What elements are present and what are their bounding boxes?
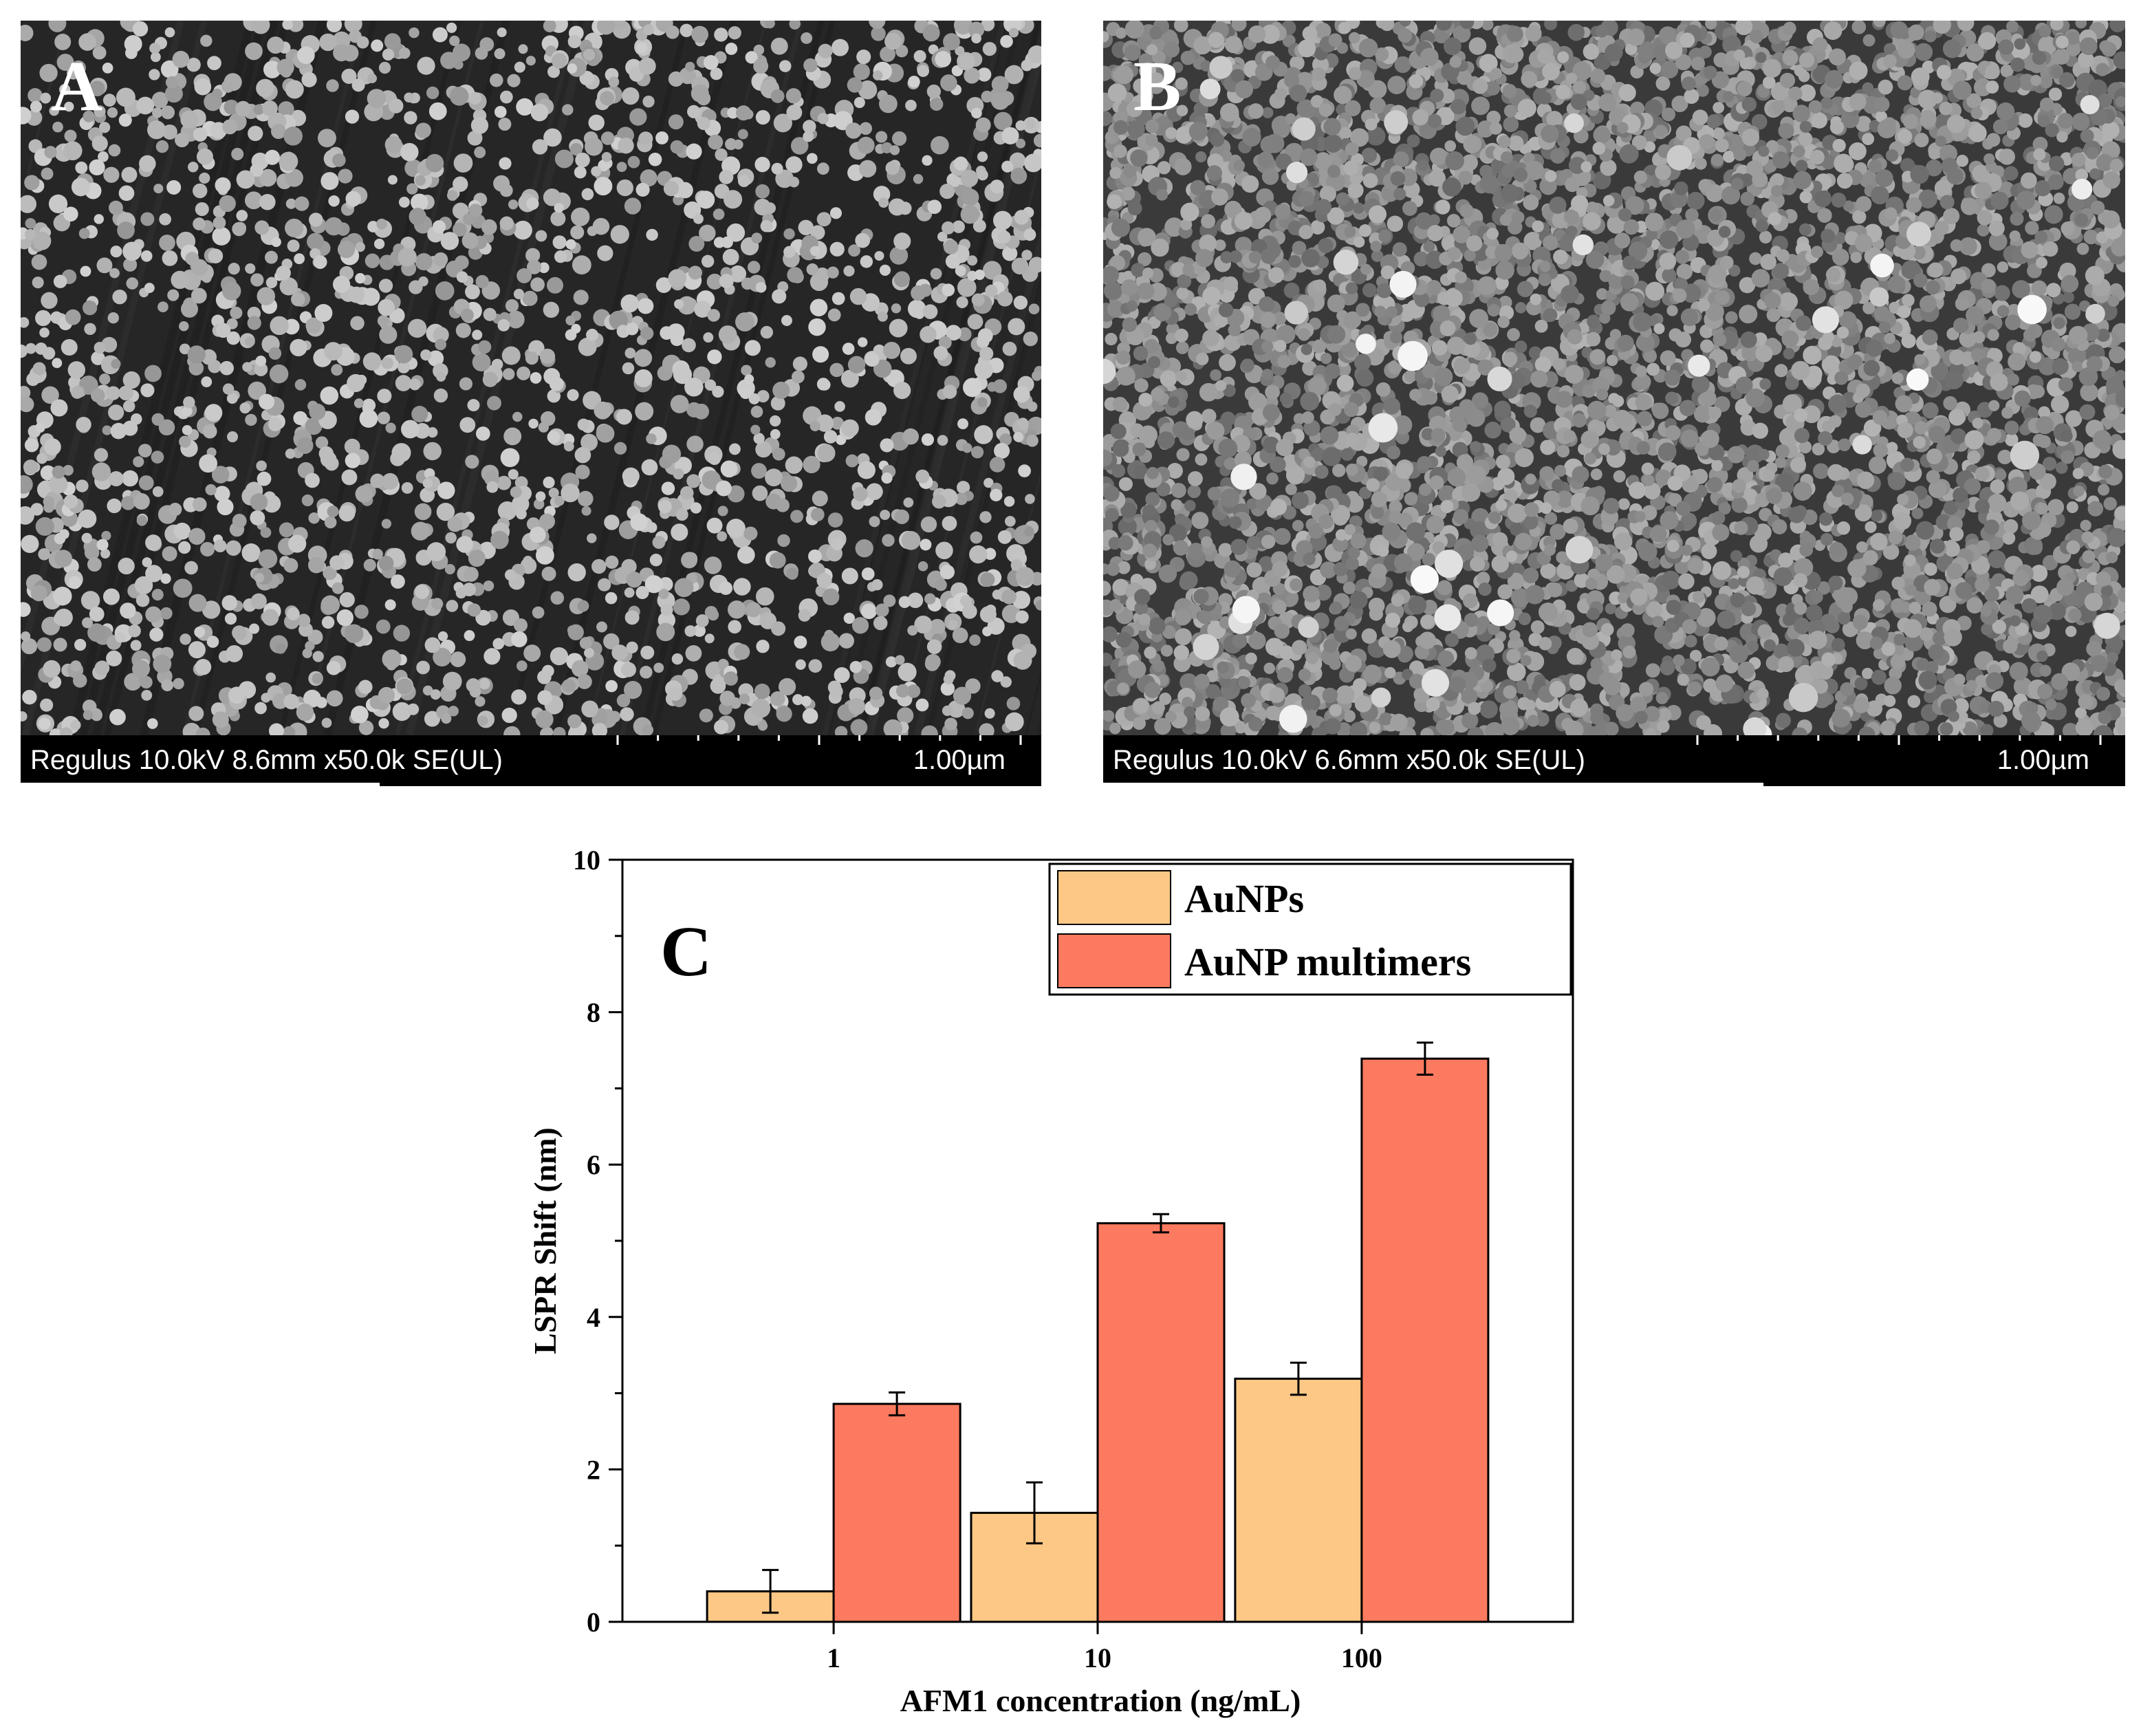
sem-panel-a: A Regulus 10.0kV 8.6mm x50.0k SE(UL) 1.0… — [21, 21, 1041, 786]
legend: AuNPs AuNP multimers — [1048, 862, 1572, 996]
bars-layer — [706, 1057, 1490, 1623]
sem-panel-b: B Regulus 10.0kV 6.6mm x50.0k SE(UL) 1.0… — [1103, 21, 2125, 786]
scale-label-a: 1.00µm — [913, 745, 1006, 775]
y-axis-title: LSPR Shift (nm) — [528, 1127, 563, 1354]
y-tick-label-10: 10 — [573, 845, 600, 876]
error-bar-aunp-multimers-10 — [1153, 1213, 1169, 1234]
x-axis-title: AFM1 concentration (ng/mL) — [900, 1683, 1301, 1718]
error-bar-aunps-1 — [762, 1569, 779, 1614]
legend-swatch-aunps — [1057, 870, 1171, 925]
sem-metadata-b: Regulus 10.0kV 6.6mm x50.0k SE(UL) — [1113, 745, 1585, 775]
legend-swatch-aunp-multimers — [1057, 933, 1171, 988]
x-tick-label-10: 10 — [1084, 1642, 1111, 1673]
y-tick-label-6: 6 — [587, 1149, 600, 1180]
sem-info-bar-b: Regulus 10.0kV 6.6mm x50.0k SE(UL) 1.00µ… — [1103, 735, 2125, 786]
bar-aunps-100 — [1234, 1378, 1363, 1623]
sem-info-bar-a: Regulus 10.0kV 8.6mm x50.0k SE(UL) 1.00µ… — [21, 735, 1041, 786]
scale-label-b: 1.00µm — [1997, 745, 2089, 775]
error-bar-aunp-multimers-100 — [1416, 1041, 1433, 1076]
error-bar-aunps-100 — [1290, 1361, 1307, 1396]
y-axis: 0 2 4 6 8 10 — [573, 845, 622, 1638]
x-tick-label-1: 1 — [827, 1642, 840, 1673]
scale-bar-ticks-a — [21, 735, 1022, 786]
error-bar-aunps-10 — [1026, 1481, 1043, 1545]
x-axis: 1 10 100 — [827, 1622, 1382, 1673]
sem-image-a — [21, 21, 1041, 735]
sem-image-b — [1103, 21, 2125, 735]
legend-label-aunp-multimers: AuNP multimers — [1184, 940, 1471, 984]
y-tick-label-8: 8 — [587, 997, 600, 1028]
scale-bar-ticks-b — [1103, 735, 2102, 786]
error-bars-layer — [762, 1041, 1433, 1614]
error-bar-aunp-multimers-1 — [889, 1391, 906, 1417]
y-tick-label-4: 4 — [587, 1302, 600, 1333]
panel-label-a: A — [51, 47, 103, 126]
legend-label-aunps: AuNPs — [1184, 876, 1304, 921]
sem-metadata-a: Regulus 10.0kV 8.6mm x50.0k SE(UL) — [30, 745, 503, 775]
panel-label-b: B — [1133, 47, 1182, 126]
bar-aunp-multimers-10 — [1096, 1222, 1226, 1623]
bar-chart: 0 2 4 6 8 10 1 10 100 C LSPR Shift (nm) AFM1 co… — [528, 845, 1574, 1718]
panel-label-c: C — [660, 912, 712, 991]
bar-aunp-multimers-1 — [832, 1402, 961, 1623]
y-tick-label-0: 0 — [587, 1607, 600, 1638]
x-tick-label-100: 100 — [1341, 1642, 1382, 1673]
y-tick-label-2: 2 — [587, 1454, 600, 1485]
bar-aunp-multimers-100 — [1360, 1057, 1490, 1623]
